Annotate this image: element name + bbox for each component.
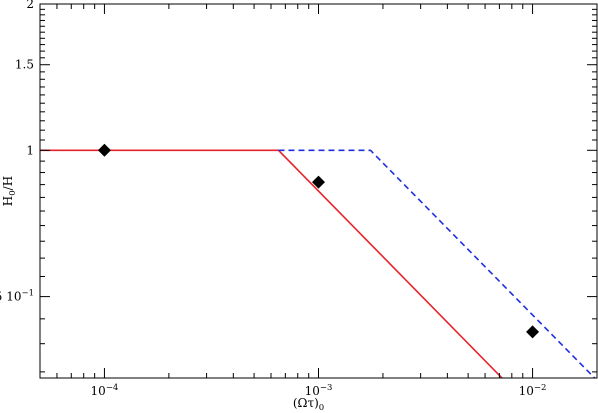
tick-labels: 10−410−310−221.515 10−1 xyxy=(0,0,546,398)
y-tick-label-1: 2 xyxy=(26,0,34,11)
y-axis-label: H0/H xyxy=(1,176,18,206)
data-point-3 xyxy=(526,325,540,339)
y-tick-label-3: 1 xyxy=(26,143,34,157)
series-line-2 xyxy=(278,149,596,378)
axis-labels: (Ωτ)0 H0/H xyxy=(1,176,324,413)
x-tick-label-1: 10−4 xyxy=(91,383,119,398)
x-tick-label-3: 10−2 xyxy=(519,383,547,398)
data-point-2 xyxy=(312,175,325,189)
y-tick-label-2: 1.5 xyxy=(15,58,34,72)
plot-lines xyxy=(40,149,596,378)
series-line-1 xyxy=(40,149,503,378)
plot-markers xyxy=(97,143,540,339)
data-point-1 xyxy=(97,143,111,157)
axes xyxy=(39,3,598,379)
y-tick-label-4: 5 10−1 xyxy=(0,289,34,304)
x-axis-label: (Ωτ)0 xyxy=(293,396,324,413)
